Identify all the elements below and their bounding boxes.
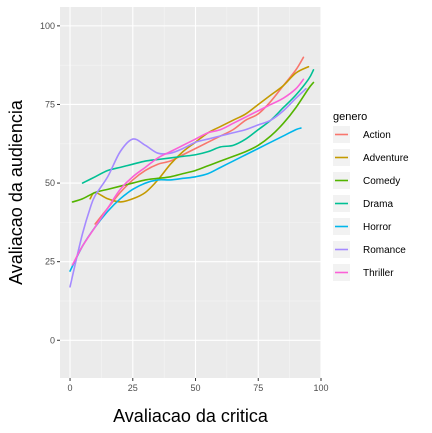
x-tick-label: 25 (128, 383, 138, 393)
legend-label-thriller: Thriller (363, 268, 394, 279)
legend-label-romance: Romance (363, 245, 406, 256)
y-tick-label: 0 (50, 335, 55, 345)
x-tick-label: 75 (253, 383, 263, 393)
legend-items: Action Adventure Comedy Drama Horror Romance T… (333, 126, 409, 281)
grid-layer (60, 7, 322, 378)
legend-title: genero (333, 111, 367, 123)
x-tick-label: 50 (191, 383, 201, 393)
y-tick-label: 50 (45, 178, 55, 188)
series-line-comedy (71, 81, 315, 203)
legend-label-action: Action (363, 130, 391, 141)
series-line-horror (69, 127, 302, 272)
series-layer (69, 56, 315, 288)
y-tick-label: 75 (45, 99, 55, 109)
legend: genero Action Adventure Comedy Drama Horror R… (333, 111, 409, 281)
legend-label-adventure: Adventure (363, 153, 409, 164)
x-tick-label: 0 (68, 383, 73, 393)
plot-panel (60, 7, 321, 378)
x-tick-label: 100 (313, 383, 328, 393)
series-line-drama (81, 69, 315, 184)
y-tick-label: 100 (40, 21, 55, 31)
series-line-romance (69, 87, 307, 288)
y-axis-title: Avaliacao da audiencia (6, 99, 26, 285)
x-axis-title: Avaliacao da critica (113, 406, 269, 426)
legend-label-comedy: Comedy (363, 176, 400, 187)
series-line-thriller (71, 78, 305, 266)
axis-layer: 0 25 50 75 100 0 25 50 75 100 (40, 21, 329, 393)
legend-label-drama: Drama (363, 199, 393, 210)
legend-label-horror: Horror (363, 222, 392, 233)
y-tick-label: 25 (45, 257, 55, 267)
series-line-action (94, 56, 305, 225)
